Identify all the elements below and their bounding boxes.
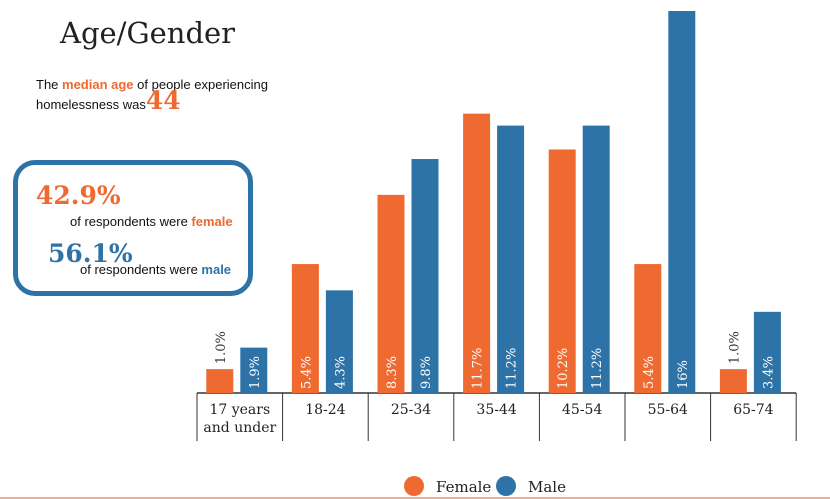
x-tick-label: 65-74	[733, 402, 773, 418]
bar-male	[497, 125, 525, 393]
legend-label: Male	[528, 478, 566, 496]
data-label: 1.0%	[727, 331, 742, 364]
female-percentage: 42.9%	[36, 181, 121, 210]
data-label: 8.3%	[385, 356, 400, 389]
x-tick-label: 17 years and under	[203, 402, 276, 436]
bar-female	[463, 113, 491, 393]
data-label: 5.4%	[299, 356, 314, 389]
data-label: 16%	[676, 360, 691, 389]
data-label: 5.4%	[642, 356, 657, 389]
bar-female	[719, 369, 747, 393]
median-text-before: The	[36, 77, 63, 92]
male-percentage: 56.1%	[48, 239, 133, 268]
footer-divider	[0, 497, 830, 499]
legend-marker-male	[496, 476, 516, 496]
data-label: 1.0%	[214, 331, 229, 364]
data-label: 1.9%	[248, 356, 263, 389]
x-tick-label: 18-24	[305, 402, 345, 418]
bar-female	[291, 264, 319, 393]
median-highlight: median age	[62, 77, 134, 92]
bar-female	[548, 149, 576, 393]
bar-male	[582, 125, 610, 393]
data-label: 11.7%	[471, 348, 486, 389]
bar-male	[411, 159, 439, 393]
male-text: of respondents were	[80, 262, 202, 277]
bar-female	[377, 194, 405, 393]
page-title: Age/Gender	[60, 16, 236, 50]
data-label: 10.2%	[556, 348, 571, 389]
data-label: 9.8%	[419, 356, 434, 389]
median-age-value: 44	[145, 86, 181, 115]
male-word: male	[201, 262, 232, 277]
median-age-statement: The median age of people experiencing ho…	[36, 77, 296, 113]
legend-label: Female	[436, 478, 491, 496]
data-label: 4.3%	[333, 356, 348, 389]
gender-stats-box: 42.9% of respondents were female 56.1% o…	[13, 160, 253, 296]
bar-male	[668, 11, 696, 393]
data-label: 11.2%	[505, 348, 520, 389]
x-tick-label: 25-34	[391, 402, 431, 418]
data-label: 11.2%	[590, 348, 605, 389]
x-tick-label: 35-44	[476, 402, 516, 418]
data-label: 3.4%	[761, 356, 776, 389]
female-text: of respondents were	[70, 214, 192, 229]
female-word: female	[191, 214, 233, 229]
x-tick-label: 55-64	[648, 402, 688, 418]
median-text-after: of people experiencing homelessness was	[36, 77, 268, 112]
bar-male	[753, 311, 781, 393]
bar-female	[206, 369, 234, 393]
x-tick-label: 45-54	[562, 402, 602, 418]
legend-marker-female	[404, 476, 424, 496]
male-statement: of respondents were male	[80, 262, 231, 277]
bar-female	[634, 264, 662, 393]
bar-male	[325, 290, 353, 393]
bar-male	[240, 347, 268, 393]
female-statement: of respondents were female	[70, 214, 233, 229]
